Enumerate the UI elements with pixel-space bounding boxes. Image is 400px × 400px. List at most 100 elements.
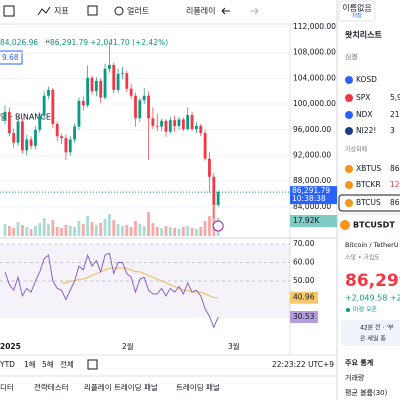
rsi-ma-label-badge: [290, 291, 318, 304]
stats-title: 주요 통계: [345, 358, 373, 367]
selected-row[interactable]: [338, 194, 400, 212]
volume-bar: [151, 223, 155, 236]
watch-symbol[interactable]: XBTUS: [356, 164, 381, 173]
watch-symbol[interactable]: NI22!: [356, 126, 376, 135]
candle-body: [25, 139, 29, 151]
candle-body: [47, 89, 50, 96]
news-line-1[interactable]: 42분 전 · '부: [360, 324, 394, 332]
rsi-tick-label: 70.00: [293, 239, 315, 248]
legend-change: +2,041.70 (+2.42%): [90, 38, 168, 47]
chart-icon[interactable]: [3, 5, 15, 17]
price-tick-label: 88,000.00: [293, 176, 331, 185]
bottom-tab[interactable]: 리플레이 트레이딩 패널: [84, 382, 158, 392]
candle-body: [60, 136, 63, 139]
watch-price: 21,: [390, 110, 400, 119]
candle-body: [203, 133, 207, 159]
current-price: 86,291.79: [292, 186, 330, 195]
range-picker[interactable]: [87, 359, 98, 370]
volume-bar: [81, 224, 85, 236]
range-button[interactable]: 전체: [60, 359, 74, 369]
volume-bar: [116, 224, 120, 236]
legend-badge: [0, 50, 23, 65]
watch-price: 86: [390, 198, 400, 207]
candle-body: [16, 121, 20, 143]
indicators-button[interactable]: 지표: [54, 7, 69, 16]
details-change: +2,049.58 +2.4: [345, 294, 400, 303]
candle-body: [108, 64, 111, 69]
volume-bar: [34, 226, 37, 236]
layout-icon[interactable]: [87, 5, 98, 16]
details-kind: 스팟 • 크립토: [345, 254, 380, 262]
candle-body: [212, 176, 216, 205]
rsi-tick-label: 50.00: [293, 276, 315, 285]
watch-symbol[interactable]: BTCUS: [356, 198, 381, 207]
price-tick-label: 104,000.00: [293, 73, 336, 82]
replay-button[interactable]: 리플레이: [186, 6, 215, 16]
news-box[interactable]: [341, 320, 400, 346]
candle-body: [73, 126, 76, 140]
volume-bar: [86, 216, 90, 236]
volume-bar: [147, 212, 150, 236]
candle-body: [55, 124, 59, 137]
candle-body: [121, 73, 124, 75]
watch-price: 5,9: [390, 93, 400, 102]
range-button[interactable]: 5해: [42, 359, 54, 369]
volume-bar: [121, 226, 124, 236]
candle-body: [177, 119, 181, 126]
rsi-label: 30.53: [293, 312, 315, 321]
rsi-line: [4, 252, 219, 329]
candle-body: [208, 158, 211, 177]
bottom-tab[interactable]: 디터: [0, 383, 14, 392]
volume-label: 17.92K: [293, 216, 320, 225]
volume-bar: [134, 221, 137, 236]
details-icon: [340, 220, 350, 230]
volume-bar: [138, 224, 142, 236]
symbol-icon: [345, 94, 353, 102]
volume-bar: [199, 227, 203, 236]
range-button[interactable]: YTD: [0, 360, 15, 369]
candle-body: [147, 95, 150, 119]
news-line-2[interactable]: 은 세일 중: [360, 335, 386, 343]
alert-icon[interactable]: [114, 6, 124, 16]
stats-avg-volume: 평균 볼륨(30): [345, 388, 388, 397]
legend-symbol: 일 · BINANCE: [0, 113, 51, 122]
watch-symbol[interactable]: SPX: [356, 93, 370, 102]
volume-bar: [155, 227, 159, 236]
volume-bar: [64, 225, 68, 236]
candle-body: [7, 111, 11, 134]
undo-icon[interactable]: [221, 7, 230, 15]
date-label: 2월: [122, 341, 134, 351]
status-dot: [346, 308, 350, 312]
details-price: 86,299: [345, 271, 400, 291]
save-label[interactable]: 저장: [352, 12, 362, 20]
bottom-tab[interactable]: 트레이딩 패널: [176, 382, 220, 392]
candle-body: [29, 139, 33, 146]
bottom-tab[interactable]: 전략테스터: [34, 382, 69, 392]
volume-bar: [51, 220, 55, 236]
layout-box[interactable]: [338, 0, 376, 22]
rsi-tick-label: 60.00: [293, 258, 315, 267]
candle-body: [86, 77, 90, 106]
redo-icon[interactable]: [250, 7, 259, 15]
candle-body: [94, 80, 98, 92]
candle-body: [199, 125, 203, 134]
range-button[interactable]: 1해: [24, 359, 36, 369]
candle-body: [77, 100, 81, 127]
watch-symbol[interactable]: NDX: [356, 110, 373, 119]
candle-body: [38, 115, 42, 130]
layout-name[interactable]: 이름없음: [342, 3, 371, 13]
candle-body: [195, 125, 198, 130]
alert-button[interactable]: 얼러트: [127, 6, 149, 16]
volume-bar: [112, 220, 116, 236]
volume-bar: [181, 227, 185, 236]
volume-badge: [290, 215, 337, 227]
indicator-icon[interactable]: [37, 6, 51, 16]
candle-body: [134, 95, 137, 119]
watch-symbol[interactable]: BTCKR: [356, 180, 381, 189]
watch-symbol[interactable]: KOSD: [356, 75, 377, 84]
details-symbol: BTCUSDT: [353, 221, 395, 230]
replay-icon[interactable]: [212, 220, 224, 232]
volume-bar: [203, 221, 207, 236]
stats-volume: 거래량: [345, 373, 365, 382]
